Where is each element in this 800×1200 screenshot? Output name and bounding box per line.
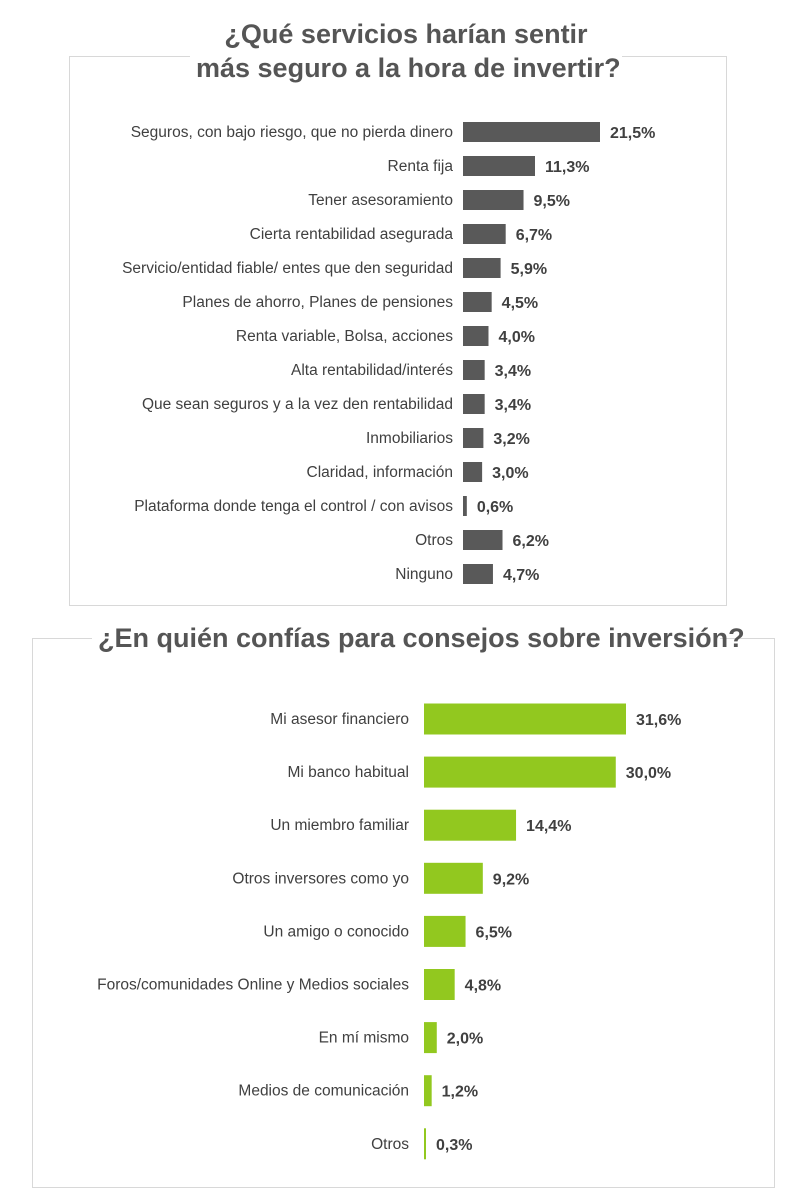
data-label: 3,2% [493, 431, 529, 448]
data-label: 9,5% [534, 193, 570, 210]
data-label: 4,0% [498, 329, 534, 346]
data-label: 3,0% [492, 465, 528, 482]
data-label: 0,6% [477, 499, 513, 516]
bar [463, 428, 484, 448]
data-label: 4,8% [465, 978, 501, 995]
category-label: Inmobiliarios [366, 430, 453, 447]
category-label: Otros [371, 1136, 409, 1153]
bar [463, 224, 506, 244]
bar [424, 862, 483, 894]
data-label: 11,3% [545, 159, 589, 176]
bar [424, 703, 626, 735]
category-label: Que sean seguros y a la vez den rentabil… [142, 396, 453, 413]
category-label: Servicio/entidad fiable/ entes que den s… [122, 260, 453, 277]
bar [463, 156, 535, 176]
bar [424, 1075, 432, 1107]
category-label: Medios de comunicación [238, 1083, 409, 1100]
bar [463, 122, 600, 142]
category-label: En mí mismo [319, 1030, 409, 1047]
bar [424, 1022, 437, 1054]
data-label: 14,4% [526, 818, 571, 835]
category-label: Ninguno [395, 566, 453, 583]
data-label: 31,6% [636, 712, 681, 729]
data-label: 4,5% [502, 295, 538, 312]
category-label: Otros inversores como yo [232, 870, 409, 887]
bar [424, 915, 466, 947]
bar [424, 1128, 426, 1160]
category-label: Un miembro familiar [270, 817, 409, 834]
bar [463, 360, 485, 380]
bar [463, 394, 485, 414]
data-label: 9,2% [493, 871, 529, 888]
bar [463, 190, 524, 210]
category-label: Claridad, información [307, 464, 453, 481]
category-label: Foros/comunidades Online y Medios social… [97, 977, 409, 994]
category-label: Tener asesoramiento [308, 192, 453, 209]
bar [424, 809, 517, 841]
category-label: Renta variable, Bolsa, acciones [236, 328, 453, 345]
data-label: 2,0% [447, 1031, 483, 1048]
bar [463, 496, 467, 516]
data-label: 3,4% [495, 397, 531, 414]
category-label: Plataforma donde tenga el control / con … [134, 498, 453, 515]
chart-title-advice-trust: ¿En quién confías para consejos sobre in… [92, 622, 745, 656]
category-label: Mi asesor financiero [270, 711, 409, 728]
chart-panel-investment-services [69, 56, 727, 606]
chart-title-investment-services: ¿Qué servicios harían sentir más seguro … [190, 18, 622, 86]
data-label: 21,5% [610, 125, 655, 142]
chart-title-line-1: ¿Qué servicios harían sentir [224, 19, 588, 49]
category-label: Otros [415, 532, 453, 549]
bar [424, 756, 616, 788]
category-label: Seguros, con bajo riesgo, que no pierda … [131, 124, 453, 141]
data-label: 5,9% [511, 261, 547, 278]
bar [463, 564, 493, 584]
data-label: 6,5% [476, 924, 512, 941]
bar [463, 292, 492, 312]
bar [463, 462, 483, 482]
category-label: Mi banco habitual [288, 764, 410, 781]
bar [463, 258, 501, 278]
category-label: Renta fija [388, 158, 454, 175]
data-label: 30,0% [626, 765, 671, 782]
bar [463, 326, 489, 346]
data-label: 6,2% [513, 533, 549, 550]
bar [424, 969, 455, 1000]
category-label: Cierta rentabilidad asegurada [250, 226, 454, 243]
data-label: 6,7% [516, 227, 552, 244]
category-label: Un amigo o conocido [263, 923, 409, 940]
data-label: 1,2% [442, 1084, 478, 1101]
data-label: 3,4% [495, 363, 531, 380]
category-label: Alta rentabilidad/interés [291, 362, 453, 379]
chart-title-line-2: más seguro a la hora de invertir? [196, 52, 621, 83]
chart-panel-advice-trust [32, 638, 775, 1188]
data-label: 4,7% [503, 567, 539, 584]
category-label: Planes de ahorro, Planes de pensiones [182, 294, 453, 311]
bar [463, 530, 503, 550]
data-label: 0,3% [436, 1137, 472, 1154]
